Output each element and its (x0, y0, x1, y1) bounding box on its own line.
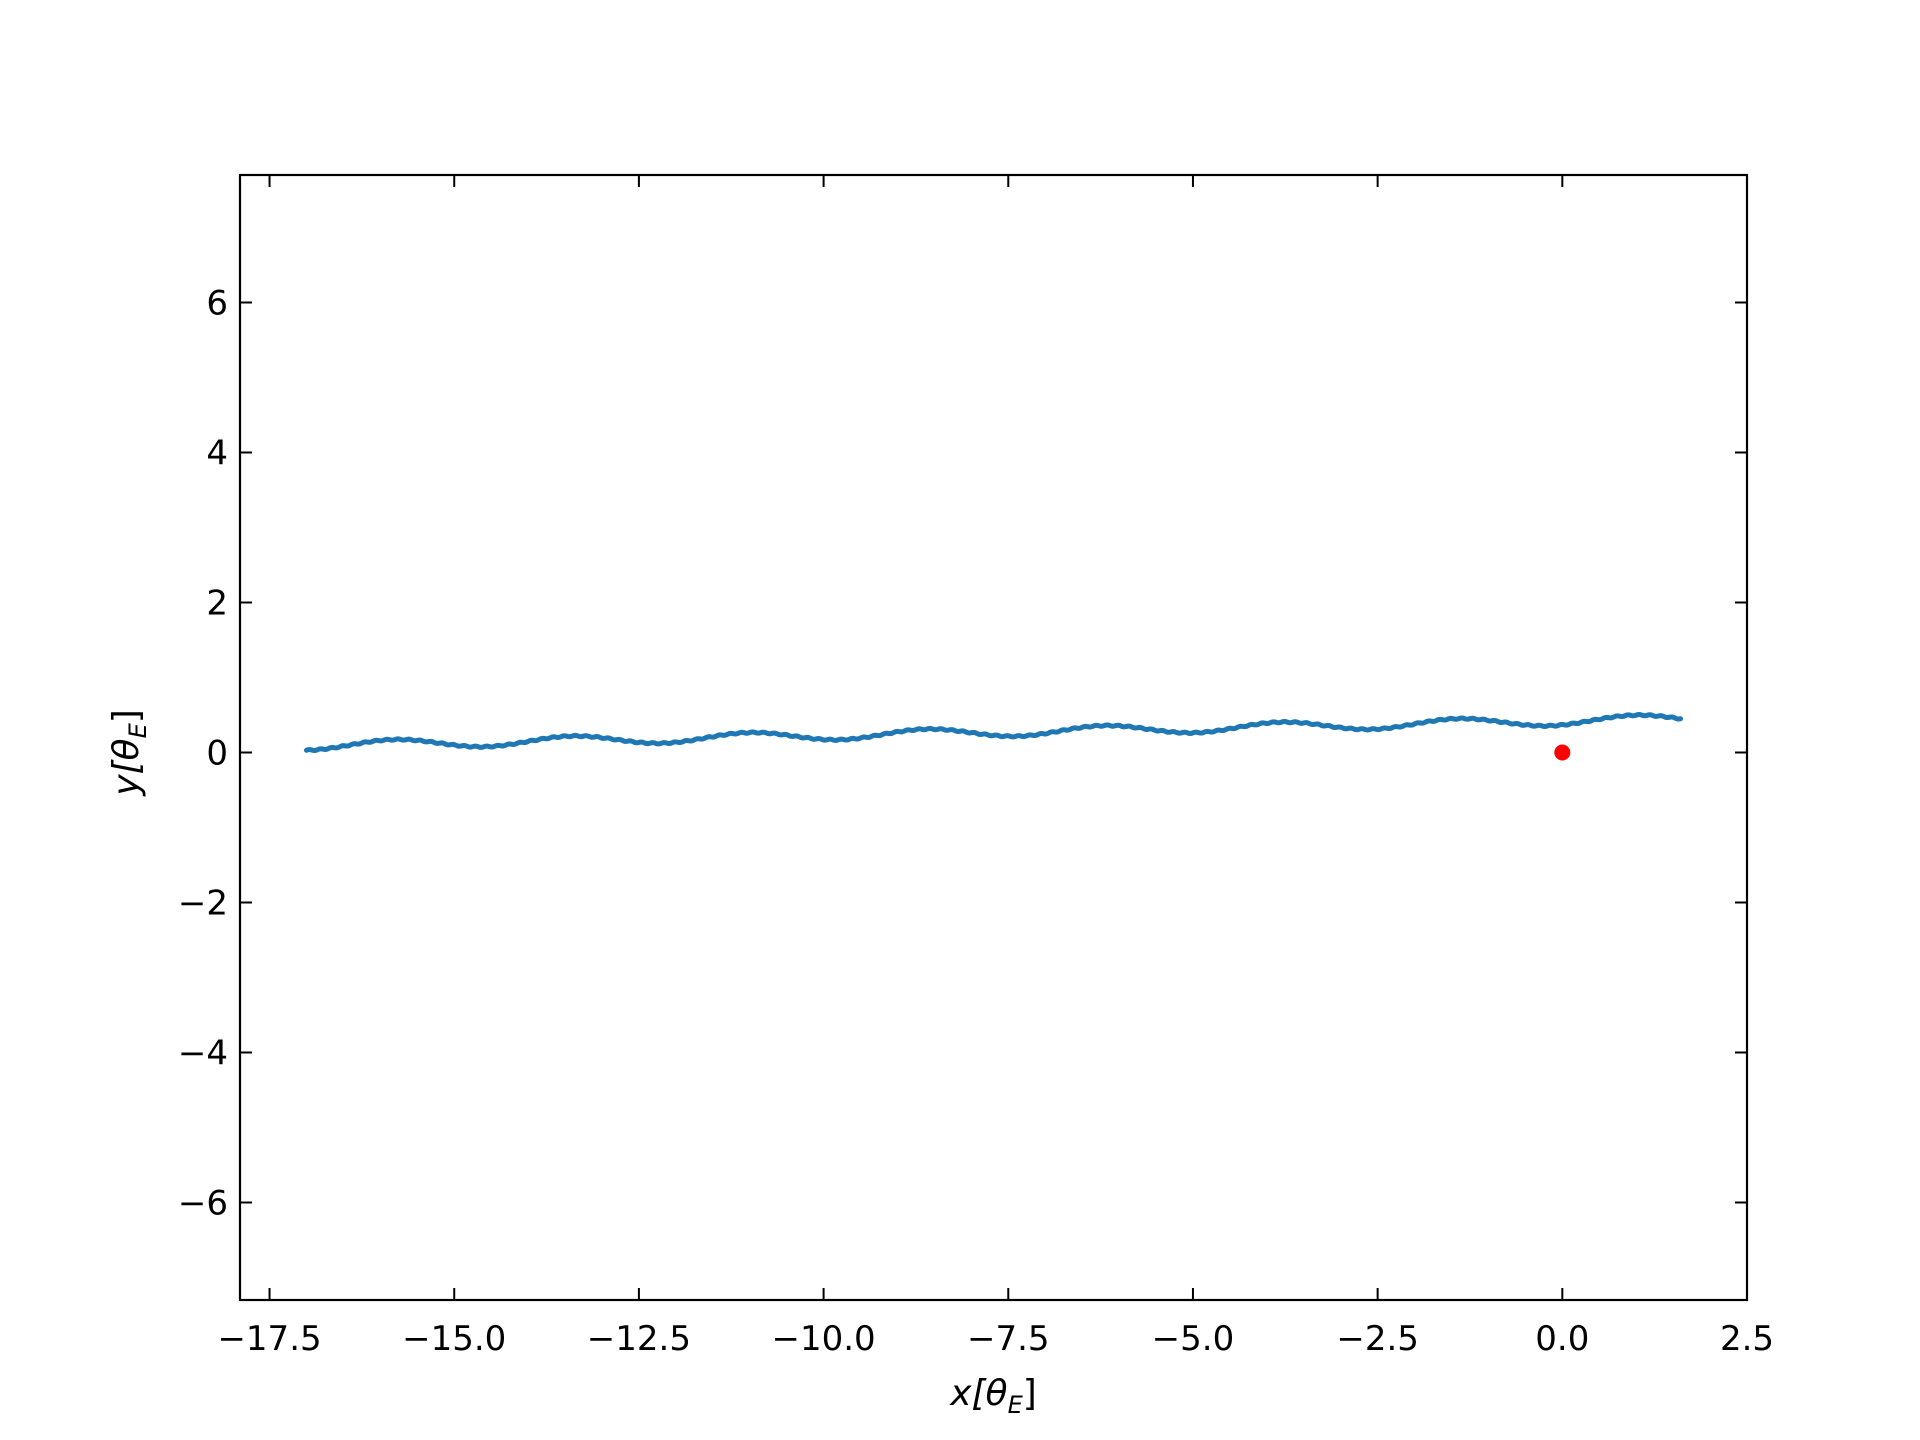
x-tick-label: −12.5 (587, 1319, 691, 1359)
y-axis-label-suffix: ] (106, 709, 147, 723)
y-tick-label: −6 (178, 1184, 228, 1224)
y-axis-label-subscript: E (124, 722, 152, 738)
y-tick-label: −4 (178, 1034, 228, 1074)
x-tick-label: −5.0 (1152, 1319, 1235, 1359)
y-tick-label: 0 (206, 734, 228, 774)
y-tick-label: 6 (206, 284, 228, 324)
x-axis-label-subscript: E (1008, 1391, 1024, 1419)
y-axis-label: y[θE] (106, 709, 152, 797)
label-group: −17.5 −15.0 −12.5 −10.0 −7.5 −5.0 −2.5 0.0 2.5 −6… (178, 284, 1774, 1360)
x-tick-label: −10.0 (771, 1319, 875, 1359)
lens-point (1554, 744, 1571, 761)
series-group (303, 712, 1684, 753)
axes-frame (238, 173, 1749, 1302)
y-axis-label-symbol: θ (106, 738, 147, 760)
points-group (1554, 744, 1571, 761)
y-tick-label: −2 (178, 884, 228, 924)
x-axis-label-symbol: θ (986, 1373, 1008, 1414)
x-axis-label-suffix: ] (1023, 1373, 1037, 1414)
x-axis-label: x[θE] (949, 1373, 1037, 1419)
x-tick-label: 2.5 (1720, 1319, 1774, 1359)
x-tick-label: 0.0 (1535, 1319, 1589, 1359)
x-axis-label-prefix: x[ (949, 1373, 987, 1414)
y-tick-label: 2 (206, 584, 228, 624)
x-tick-label: −15.0 (402, 1319, 506, 1359)
trajectory-line (303, 712, 1684, 753)
y-tick-label: 4 (206, 434, 228, 474)
x-tick-label: −17.5 (217, 1319, 321, 1359)
x-tick-label: −7.5 (967, 1319, 1050, 1359)
x-tick-label: −2.5 (1336, 1319, 1419, 1359)
y-axis-label-prefix: y[ (106, 759, 147, 797)
